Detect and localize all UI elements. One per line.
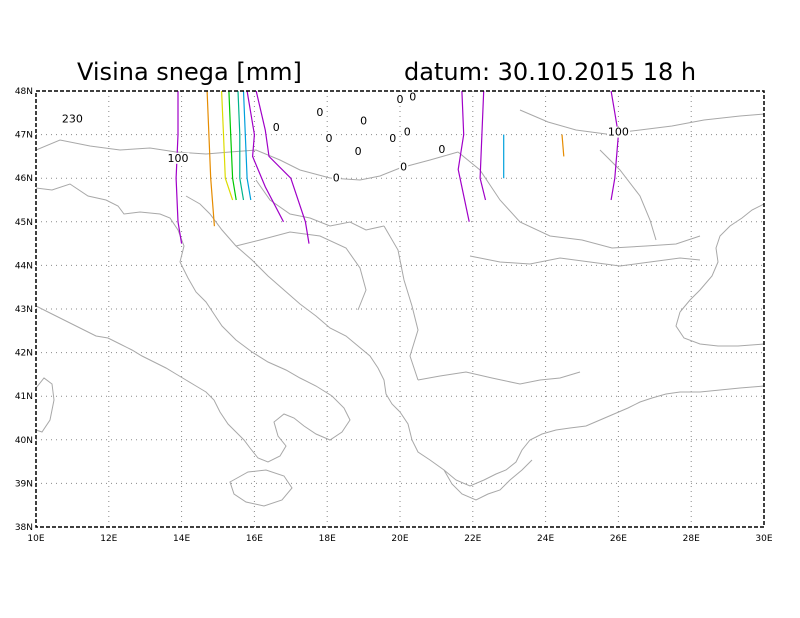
italy-coast xyxy=(36,183,351,463)
bosphorus-coast xyxy=(675,311,764,347)
contour-label: 100 xyxy=(167,152,188,165)
y-tick-label: 43N xyxy=(15,305,33,315)
contour-line xyxy=(237,91,245,201)
x-tick-label: 30E xyxy=(755,534,772,544)
contour-label-background xyxy=(437,144,447,156)
contour-label-background xyxy=(399,161,409,173)
contour-line xyxy=(175,91,183,244)
map-frame xyxy=(35,90,765,528)
contour-line xyxy=(221,91,234,201)
contour-label-background xyxy=(395,93,405,105)
contour-label-background xyxy=(331,172,341,184)
contour-label-background xyxy=(606,126,630,138)
contour-line xyxy=(255,91,310,244)
border-north xyxy=(36,139,459,181)
snow-depth-contours xyxy=(175,91,620,244)
contour-line xyxy=(457,91,470,222)
contour-label: 230 xyxy=(62,113,83,126)
border-ukraine xyxy=(519,109,764,135)
contour-line xyxy=(228,91,237,201)
contour-label-background xyxy=(271,122,281,134)
x-tick-label: 22E xyxy=(464,534,481,544)
x-tick-label: 16E xyxy=(246,534,263,544)
y-tick-label: 47N xyxy=(15,131,33,141)
contour-label: 0 xyxy=(273,121,280,134)
contour-label-background xyxy=(359,115,369,127)
axis-tick-labels: 10E 12E 14E 16E 18E 20E 22E 24E 26E 28E 30E 38N 39N 4… xyxy=(15,87,773,544)
x-tick-label: 28E xyxy=(683,534,700,544)
y-tick-label: 46N xyxy=(15,174,33,184)
y-tick-label: 41N xyxy=(15,392,33,402)
contour-label-background xyxy=(353,146,363,158)
contour-label: 0 xyxy=(360,115,367,128)
y-tick-label: 39N xyxy=(15,479,33,489)
x-tick-label: 18E xyxy=(319,534,336,544)
contour-label: 0 xyxy=(397,93,404,106)
x-tick-label: 20E xyxy=(391,534,408,544)
map-title: Visina snega [mm] xyxy=(77,58,302,86)
greece-coast xyxy=(443,459,533,501)
contour-line xyxy=(242,91,252,201)
border-bulgaria xyxy=(469,255,701,267)
contour-line xyxy=(479,91,487,201)
contour-label-background xyxy=(402,126,412,138)
border-macedonia xyxy=(417,371,581,385)
y-tick-label: 44N xyxy=(15,261,33,271)
border-romania xyxy=(457,151,701,249)
contour-label: 100 xyxy=(608,126,629,139)
y-tick-label: 42N xyxy=(15,349,33,359)
map-date: datum: 30.10.2015 18 h xyxy=(404,58,696,86)
border-bosnia xyxy=(235,231,367,311)
grid-lines xyxy=(36,91,764,527)
contour-label-background xyxy=(388,133,398,145)
sardinia-coast xyxy=(36,377,55,433)
contour-label: 0 xyxy=(389,132,396,145)
contour-label-background xyxy=(324,133,334,145)
contour-label: 0 xyxy=(400,160,407,173)
contour-line xyxy=(561,134,565,157)
x-tick-label: 10E xyxy=(27,534,44,544)
contour-label: 0 xyxy=(438,143,445,156)
contour-line xyxy=(610,91,620,201)
contour-label: 0 xyxy=(333,171,340,184)
y-tick-label: 45N xyxy=(15,218,33,228)
contour-label-background xyxy=(408,91,418,103)
contour-label: 0 xyxy=(326,132,333,145)
contour-label: 0 xyxy=(409,91,416,104)
coastlines-and-borders xyxy=(36,109,764,507)
y-tick-label: 38N xyxy=(15,523,33,533)
y-tick-label: 48N xyxy=(15,87,33,97)
contour-line xyxy=(206,91,215,227)
contour-line xyxy=(246,91,285,223)
x-tick-label: 12E xyxy=(100,534,117,544)
x-tick-label: 26E xyxy=(610,534,627,544)
y-tick-label: 40N xyxy=(15,436,33,446)
contour-label: 0 xyxy=(404,126,411,139)
border-east xyxy=(599,149,657,241)
border-serbia xyxy=(383,225,419,381)
contour-label-background xyxy=(60,113,84,125)
balkan-coast xyxy=(185,195,764,487)
black-sea-coast xyxy=(679,203,764,313)
contour-label-background xyxy=(166,152,190,164)
x-tick-label: 14E xyxy=(173,534,190,544)
contour-label: 0 xyxy=(355,145,362,158)
contour-label: 0 xyxy=(316,106,323,119)
contour-label-background xyxy=(315,106,325,118)
sicily-coast xyxy=(229,469,293,507)
x-tick-label: 24E xyxy=(537,534,554,544)
